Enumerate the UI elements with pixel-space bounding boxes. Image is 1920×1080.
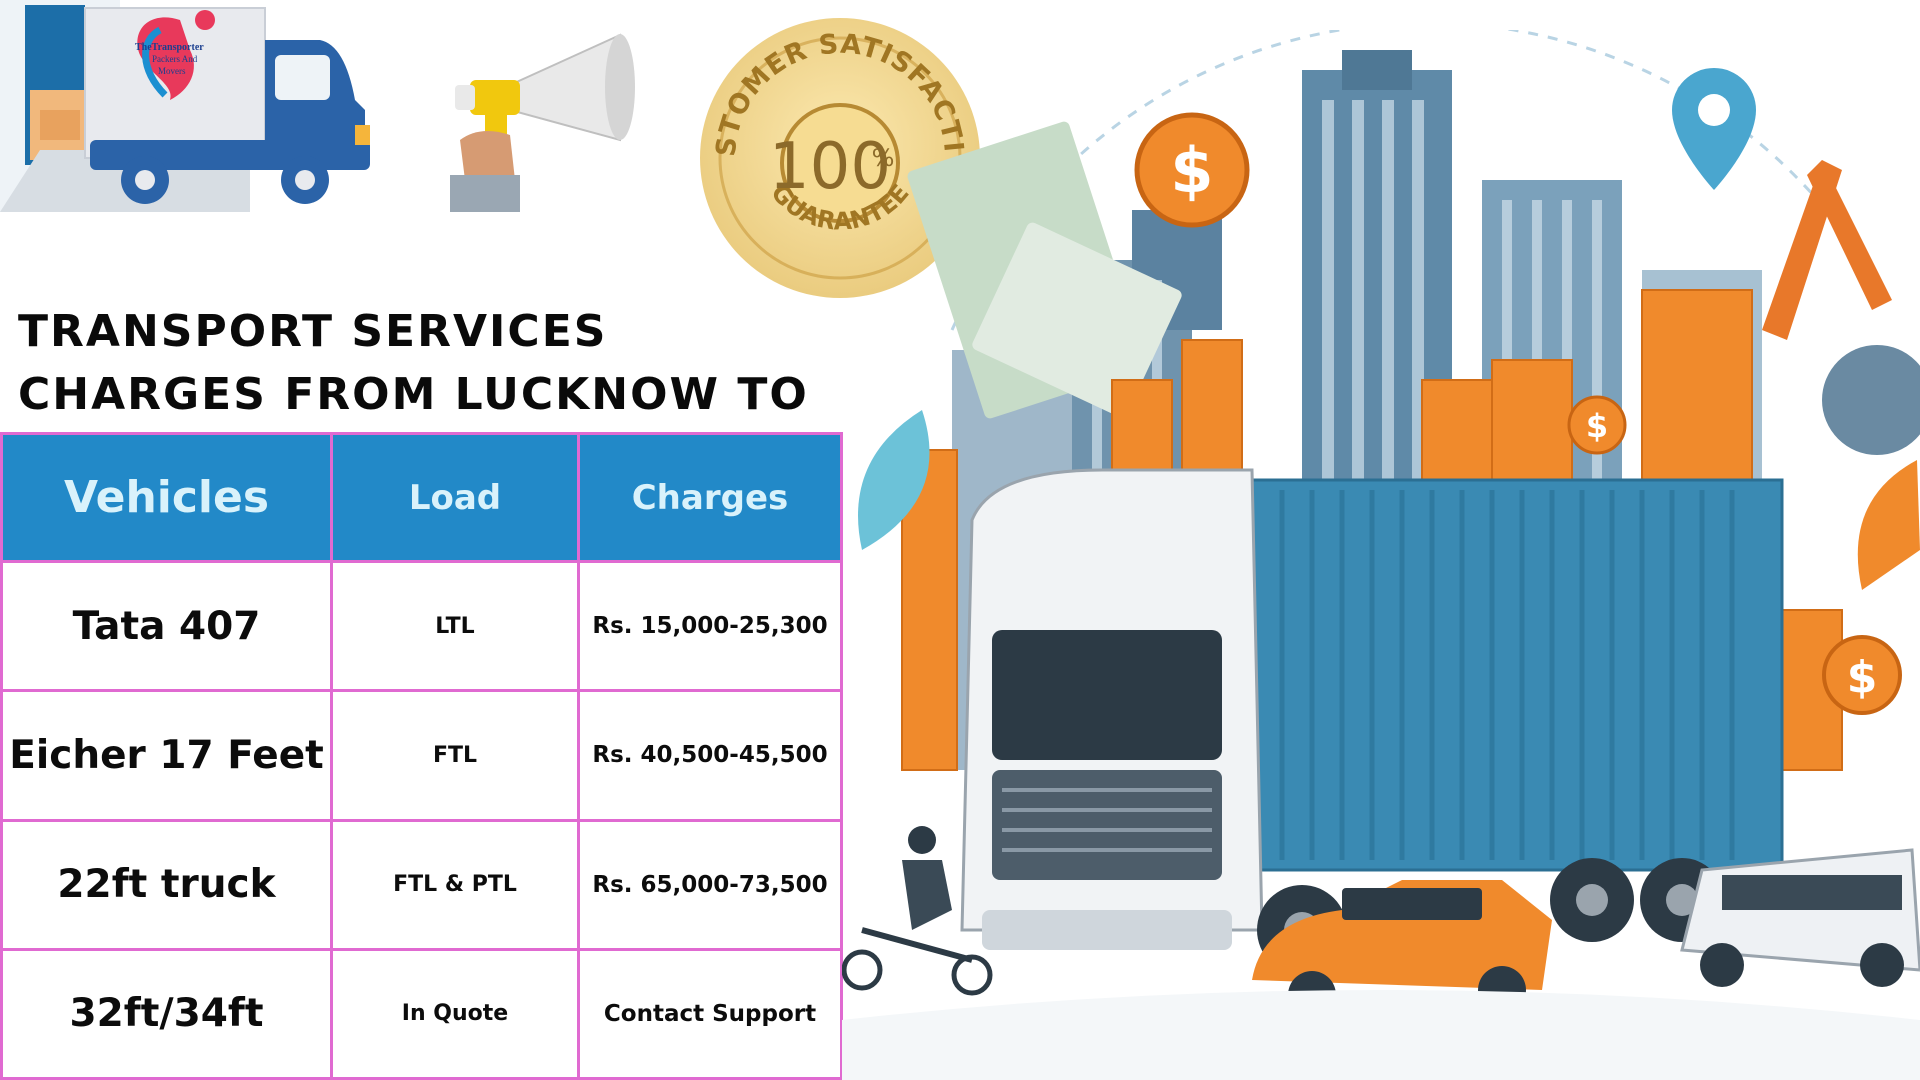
- dollar-coin-icon: $: [1567, 395, 1627, 455]
- header-vehicles: Vehicles: [0, 432, 333, 563]
- table-row: Eicher 17 Feet FTL Rs. 40,500-45,500: [0, 689, 843, 822]
- vehicle-cell: 32ft/34ft: [0, 947, 333, 1080]
- charges-cell: Contact Support: [577, 947, 843, 1080]
- dollar-coin-icon: $: [1134, 112, 1250, 228]
- charges-table: Vehicles Load Charges Tata 407 LTL Rs. 1…: [0, 432, 843, 1080]
- charges-cell: Rs. 40,500-45,500: [577, 689, 843, 822]
- svg-text:100: 100: [769, 130, 891, 204]
- svg-text:$: $: [1586, 407, 1608, 445]
- excavator: [1762, 160, 1920, 455]
- location-pin-icon: [1672, 68, 1756, 190]
- header-charges: Charges: [577, 432, 843, 563]
- satisfaction-seal-icon: CUSTOMER SATISFACTION GUARANTEE 100 %: [690, 8, 980, 298]
- load-cell: LTL: [330, 559, 580, 693]
- truck: [960, 468, 1784, 975]
- svg-text:$: $: [1170, 134, 1213, 207]
- dollar-coin-icon: $: [1822, 635, 1902, 715]
- table-row: Tata 407 LTL Rs. 15,000-25,300: [0, 559, 843, 693]
- svg-text:TheTransporter: TheTransporter: [135, 42, 204, 53]
- truck-logo-icon: TheTransporter Packers And Movers: [0, 0, 370, 212]
- svg-text:$: $: [1847, 652, 1878, 703]
- svg-text:%: %: [872, 144, 895, 172]
- load-cell: FTL & PTL: [330, 818, 580, 951]
- table-header-row: Vehicles Load Charges: [0, 432, 843, 563]
- banknotes: [907, 121, 1182, 419]
- brand-logo: TheTransporter Packers And Movers: [135, 10, 215, 101]
- svg-text:Movers: Movers: [158, 66, 186, 76]
- table-row: 32ft/34ft In Quote Contact Support: [0, 947, 843, 1080]
- charges-cell: Rs. 65,000-73,500: [577, 818, 843, 951]
- load-cell: In Quote: [330, 947, 580, 1080]
- header-load: Load: [330, 432, 580, 563]
- megaphone-icon: [450, 33, 635, 212]
- scooter-rider: [842, 826, 993, 996]
- vehicle-cell: 22ft truck: [0, 818, 333, 951]
- svg-text:Packers And: Packers And: [152, 54, 198, 64]
- charges-cell: Rs. 15,000-25,300: [577, 559, 843, 693]
- table-row: 22ft truck FTL & PTL Rs. 65,000-73,500: [0, 818, 843, 951]
- van: [1680, 848, 1920, 987]
- logistics-illustration: $ $ $: [842, 30, 1920, 1080]
- vehicle-cell: Tata 407: [0, 559, 333, 693]
- vehicle-cell: Eicher 17 Feet: [0, 689, 333, 822]
- load-cell: FTL: [330, 689, 580, 822]
